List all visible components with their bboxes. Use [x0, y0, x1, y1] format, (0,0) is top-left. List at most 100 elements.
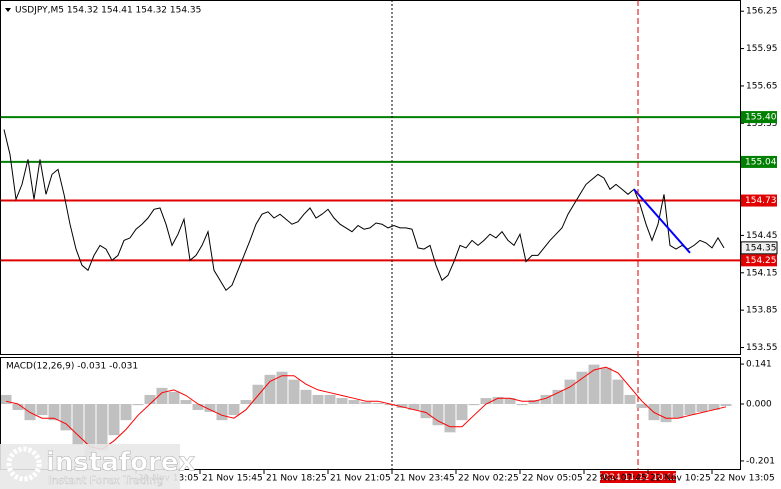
y-tick-label: 153.55	[746, 343, 778, 353]
macd-panel-frame	[0, 357, 741, 470]
histogram-bar	[204, 404, 216, 412]
main-panel-frame	[0, 0, 741, 355]
level-label: 154.73	[745, 196, 777, 206]
level-label-box	[741, 194, 777, 207]
histogram-bar	[360, 402, 372, 405]
y-tick-label: 0.000	[746, 400, 772, 410]
level-label: 155.40	[745, 113, 777, 123]
histogram-bar	[672, 404, 684, 419]
histogram-bar	[120, 404, 132, 421]
x-tick-label: 22 Nov 10:25	[650, 474, 711, 484]
histogram-bar	[156, 387, 168, 405]
plot-area	[1, 116, 740, 291]
histogram-bar	[576, 371, 588, 405]
histogram-bar	[180, 400, 192, 405]
histogram-bar	[708, 404, 720, 410]
price-line	[3, 129, 725, 291]
histogram-bar	[540, 394, 552, 405]
histogram-bar	[144, 394, 156, 405]
histogram-bar	[324, 394, 336, 405]
histogram-bar	[468, 404, 480, 406]
histogram-bar	[264, 374, 276, 405]
histogram-bar	[192, 404, 204, 410]
y-tick-label: 156.25	[746, 7, 778, 17]
histogram-bar	[60, 404, 72, 431]
histogram-bar	[408, 404, 420, 410]
cursor-time-label: 2024.11.22 10:15	[598, 473, 678, 483]
level-label-box	[741, 111, 777, 124]
x-tick-label: 22 Nov 07:45	[586, 474, 647, 484]
histogram-bar	[252, 384, 264, 405]
y-tick-label: 0.141	[746, 360, 772, 370]
y-tick-label: 154.15	[746, 268, 778, 278]
histogram-bar	[216, 404, 228, 421]
last-price-label: 154.35	[745, 243, 777, 253]
histogram-bar	[72, 404, 84, 446]
cursor-time-box	[600, 471, 676, 483]
y-tick-label: 153.85	[746, 306, 778, 316]
y-tick-label: 155.35	[746, 119, 778, 129]
histogram-bar	[696, 404, 708, 412]
watermark-tagline: Instant Forex Trading	[48, 474, 164, 487]
histogram-bar	[288, 379, 300, 405]
histogram-bar	[168, 391, 180, 405]
histogram-bar	[276, 371, 288, 405]
histogram-bar	[336, 398, 348, 405]
y-tick-label: 155.65	[746, 81, 778, 91]
histogram-bar	[492, 396, 504, 405]
histogram-bar	[48, 404, 60, 421]
histogram-bar	[12, 404, 24, 410]
histogram-bar	[84, 404, 96, 456]
level-label: 154.25	[745, 256, 777, 266]
histogram-bar	[96, 404, 108, 451]
histogram-bar	[444, 404, 456, 433]
histogram-bar	[720, 404, 732, 406]
histogram-bar	[600, 367, 612, 405]
x-tick-label: 21 Nov 21:05	[330, 474, 391, 484]
histogram-bar	[240, 400, 252, 405]
last-price-box	[740, 241, 778, 255]
plot-area	[1, 364, 732, 456]
histogram-bar	[636, 404, 648, 408]
histogram-bar	[684, 404, 696, 416]
x-tick-label: 22 Nov 13:05	[714, 474, 775, 484]
watermark-brand: instaforex	[46, 448, 196, 478]
histogram-bar	[612, 379, 624, 405]
level-label-box	[741, 254, 777, 267]
y-tick-label: 154.45	[746, 231, 778, 241]
histogram-bar	[588, 364, 600, 405]
histogram-bar	[528, 400, 540, 405]
histogram-bar	[396, 404, 408, 408]
menu-triangle	[5, 8, 11, 12]
histogram-bar	[312, 394, 324, 405]
x-tick-label: 21 Nov 15:45	[202, 474, 263, 484]
histogram-bar	[384, 404, 396, 406]
chart-title: USDJPY,M5 154.32 154.41 154.32 154.35	[15, 6, 201, 16]
x-tick-label: 22 Nov 05:05	[522, 474, 583, 484]
x-tick-label: 21 Nov 18:25	[266, 474, 327, 484]
trend-line	[633, 188, 691, 254]
y-tick-label: 155.95	[746, 44, 778, 54]
histogram-bar	[480, 398, 492, 405]
signal-line	[5, 366, 727, 450]
histogram-bar	[456, 404, 468, 421]
histogram-bar	[348, 400, 360, 405]
histogram-bar	[1, 394, 12, 405]
x-tick-label: 21 Nov 23:45	[394, 474, 455, 484]
histogram-bar	[564, 379, 576, 405]
histogram-bar	[132, 404, 144, 406]
histogram-bar	[660, 404, 672, 423]
histogram-bar	[372, 402, 384, 405]
level-label: 155.04	[745, 157, 777, 167]
histogram-bar	[552, 389, 564, 405]
macd-title: MACD(12,26,9) -0.031 -0.031	[6, 362, 138, 372]
histogram-bar	[516, 404, 528, 406]
histogram-bar	[420, 404, 432, 419]
histogram-bar	[504, 398, 516, 405]
histogram-bar	[36, 404, 48, 416]
watermark-logo	[6, 446, 42, 482]
histogram-bar	[300, 389, 312, 405]
histogram-bar	[228, 404, 240, 416]
histogram-bar	[108, 404, 120, 436]
